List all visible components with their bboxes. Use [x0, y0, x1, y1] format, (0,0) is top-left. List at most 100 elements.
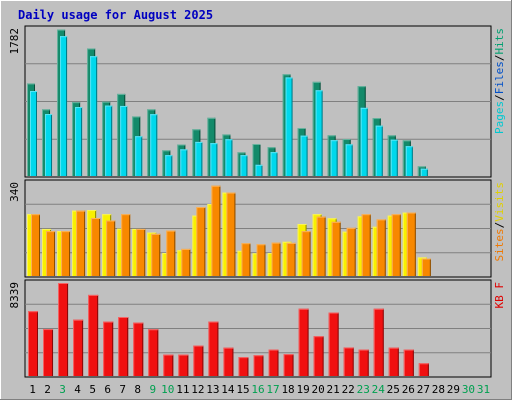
bar-sites-day-21: [331, 221, 341, 276]
x-tick-label-day-20: 20: [312, 383, 325, 396]
bar-sites-day-1: [31, 214, 40, 276]
bar-kb-f-day-19: [298, 308, 309, 376]
x-tick-label-day-22: 22: [342, 383, 355, 396]
bar-kb-f-day-13: [208, 321, 219, 376]
bar-pages-day-8: [135, 136, 143, 176]
x-tick-label-day-29: 29: [447, 383, 460, 396]
bar-pages-day-20: [315, 90, 323, 176]
x-tick-label-day-8: 8: [134, 383, 141, 396]
bar-kb-f-day-2: [43, 329, 54, 376]
x-tick-label-day-1: 1: [29, 383, 36, 396]
series-sites: [31, 185, 431, 276]
bar-kb-f-day-25: [388, 347, 399, 376]
bar-kb-f-day-9: [148, 329, 159, 376]
bar-pages-day-9: [150, 114, 158, 176]
panel-visits-sites: 340 Sites/Visits: [8, 179, 506, 278]
bar-sites-day-6: [106, 220, 116, 276]
x-tick-label-day-23: 23: [357, 383, 370, 396]
legend-entry: Pages: [493, 101, 506, 134]
bar-pages-day-10: [165, 155, 173, 176]
bar-kb-f-day-20: [313, 336, 324, 376]
bar-pages-day-19: [300, 135, 308, 176]
bar-kb-f-day-24: [373, 308, 384, 376]
bar-sites-day-26: [406, 212, 416, 276]
bar-pages-day-14: [225, 139, 233, 176]
bar-pages-day-18: [285, 77, 293, 176]
bar-sites-day-18: [286, 242, 296, 276]
x-tick-label-day-28: 28: [432, 383, 445, 396]
bar-sites-day-20: [316, 216, 326, 276]
bar-pages-day-4: [75, 107, 83, 176]
bar-sites-day-5: [91, 218, 101, 276]
bar-sites-day-10: [166, 230, 176, 276]
chart-title: Daily usage for August 2025: [18, 8, 213, 22]
bar-sites-day-11: [181, 248, 191, 276]
bar-sites-day-13: [211, 185, 221, 276]
legend-entry: Hits: [493, 28, 506, 55]
bar-pages-day-23: [360, 107, 368, 176]
bar-kb-f-day-16: [253, 355, 264, 376]
legend-entry: /: [493, 55, 506, 62]
bar-pages-day-25: [390, 139, 398, 176]
bar-kb-f-day-4: [73, 319, 84, 376]
x-tick-label-day-3: 3: [59, 383, 66, 396]
x-tick-label-day-5: 5: [89, 383, 96, 396]
bar-pages-day-22: [345, 144, 353, 176]
panel-kbytes: 8339 KB F: [8, 279, 506, 378]
x-tick-label-day-17: 17: [266, 383, 279, 396]
bar-sites-day-17: [271, 242, 281, 276]
x-tick-label-day-11: 11: [176, 383, 189, 396]
bar-kb-f-day-17: [268, 349, 279, 376]
x-tick-label-day-14: 14: [221, 383, 235, 396]
x-tick-label-day-2: 2: [44, 383, 51, 396]
x-tick-label-day-6: 6: [104, 383, 111, 396]
bar-pages-day-2: [45, 114, 53, 176]
bar-pages-day-21: [330, 140, 338, 176]
bar-pages-day-6: [105, 105, 113, 176]
bar-kb-f-day-18: [283, 354, 294, 376]
legend-entry: /: [493, 94, 506, 101]
bar-sites-day-7: [121, 214, 131, 276]
x-tick-label-day-12: 12: [191, 383, 204, 396]
bar-kb-f-day-11: [178, 354, 189, 376]
x-tick-label-day-9: 9: [149, 383, 156, 396]
bar-sites-day-27: [421, 258, 431, 276]
bar-kb-f-day-10: [163, 354, 174, 376]
x-tick-label-day-7: 7: [119, 383, 126, 396]
x-tick-label-day-18: 18: [281, 383, 294, 396]
bar-kb-f-day-27: [418, 363, 429, 376]
bar-sites-day-2: [46, 231, 56, 276]
bar-sites-day-3: [61, 231, 71, 276]
bar-pages-day-7: [120, 105, 128, 176]
bar-kb-f-day-26: [403, 349, 414, 376]
bar-pages-day-1: [30, 91, 37, 176]
panel-hits-files-pages-max-label: 1782: [8, 28, 21, 55]
bar-pages-day-15: [240, 155, 248, 176]
x-tick-label-day-31: 31: [477, 383, 490, 396]
bar-kb-f-day-15: [238, 357, 249, 376]
legend-entry: Sites: [493, 228, 506, 261]
x-tick-label-day-15: 15: [236, 383, 249, 396]
bar-sites-day-22: [346, 227, 356, 276]
bar-kb-f-day-7: [118, 317, 129, 376]
legend-entry: KB F: [493, 282, 506, 309]
bar-kb-f-day-23: [358, 349, 369, 376]
bar-sites-day-19: [301, 231, 311, 276]
bar-kb-f-day-14: [223, 347, 234, 376]
legend-entry: Files: [493, 61, 506, 94]
bar-pages-day-17: [270, 152, 278, 176]
bar-sites-day-9: [151, 233, 161, 276]
x-axis-labels: 1 2 3 4 5 6 7 8 9 10 11 12 13 14 15 16 17 18 19 20 21 22 23 24 2…: [29, 383, 490, 396]
bar-kb-f-day-5: [88, 294, 99, 376]
bar-pages-day-26: [405, 146, 413, 176]
bar-pages-day-12: [195, 141, 203, 176]
bar-pages-day-27: [420, 168, 428, 176]
x-tick-label-day-24: 24: [372, 383, 386, 396]
x-tick-label-day-19: 19: [296, 383, 309, 396]
x-tick-label-day-4: 4: [74, 383, 81, 396]
legend-entry: Visits: [493, 182, 506, 222]
bar-sites-day-4: [76, 210, 86, 276]
